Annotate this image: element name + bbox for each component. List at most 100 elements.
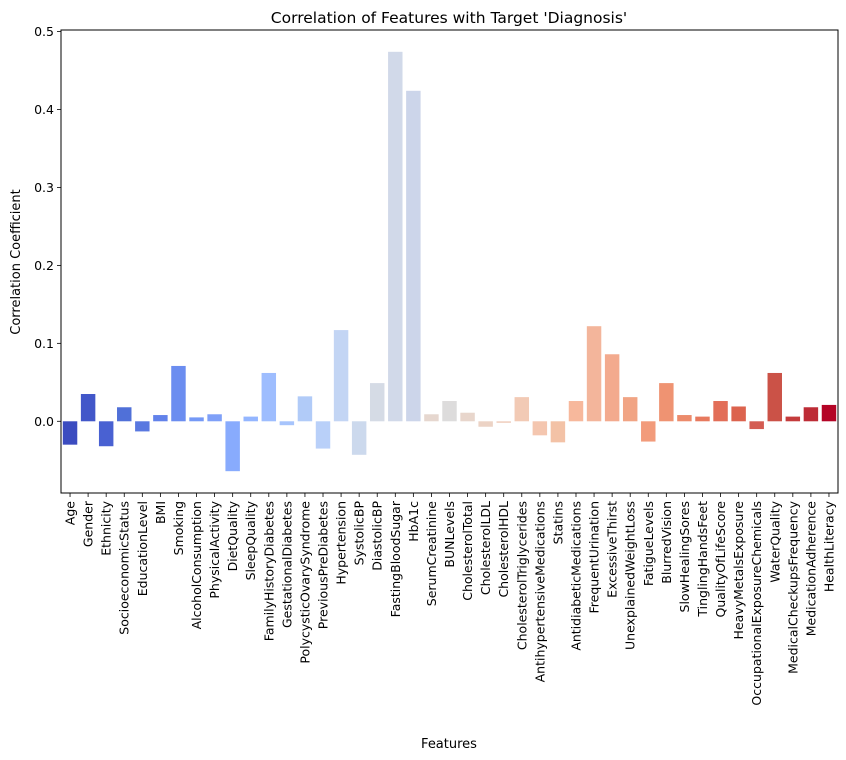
bar-MedicalCheckupsFrequency <box>785 416 801 422</box>
chart-title: Correlation of Features with Target 'Dia… <box>271 9 627 27</box>
x-tick-label: Hypertension <box>334 501 349 585</box>
bar-WaterQuality <box>767 372 782 422</box>
bar-MedicationAdherence <box>803 407 819 422</box>
bar-Gender <box>80 394 96 422</box>
bar-EducationLevel <box>135 421 150 432</box>
bar-ExcessiveThirst <box>604 354 620 422</box>
bar-FamilyHistoryDiabetes <box>261 372 277 422</box>
x-tick-label: SocioeconomicStatus <box>117 501 132 635</box>
x-tick-label: FastingBloodSugar <box>388 500 403 617</box>
bar-Hypertension <box>333 330 349 422</box>
bar-HbA1c <box>406 90 421 422</box>
bar-FatigueLevels <box>641 421 656 442</box>
bar-SystolicBP <box>351 421 367 455</box>
bar-Statins <box>550 421 566 443</box>
bar-CholesterolTotal <box>460 412 475 422</box>
bar-CholesterolTriglycerides <box>514 397 530 422</box>
bar-UnexplainedWeightLoss <box>622 397 638 422</box>
x-tick-label: GestationalDiabetes <box>279 501 294 628</box>
y-tick-label: 0.3 <box>34 180 54 195</box>
bar-BUNLevels <box>442 401 457 422</box>
y-tick-label: 0.1 <box>34 336 54 351</box>
x-tick-label: AntidiabeticMedications <box>568 501 583 651</box>
bar-HeavyMetalsExposure <box>731 406 746 422</box>
x-tick-label: EducationLevel <box>135 501 150 596</box>
bar-CholesterolLDL <box>478 421 493 427</box>
x-tick-label: Gender <box>81 500 96 547</box>
bar-SleepQuality <box>243 416 258 422</box>
bar-CholesterolHDL <box>496 421 511 423</box>
x-tick-label: TinglingHandsFeet <box>695 501 710 618</box>
x-tick-label: BMI <box>153 501 168 524</box>
x-tick-label: QualityOfLifeScore <box>713 501 728 618</box>
x-tick-label: FamilyHistoryDiabetes <box>261 501 276 641</box>
bar-AntihypertensiveMedications <box>532 421 548 436</box>
bar-AlcoholConsumption <box>189 417 204 422</box>
x-tick-label: HealthLiteracy <box>821 500 836 592</box>
bar-BMI <box>153 415 168 422</box>
x-tick-label: CholesterolHDL <box>496 501 511 598</box>
x-tick-label: OccupationalExposureChemicals <box>749 501 764 706</box>
x-tick-label: Age <box>63 501 78 525</box>
bar-SocioeconomicStatus <box>117 407 132 422</box>
x-tick-label: DietQuality <box>225 500 240 571</box>
bar-PhysicalActivity <box>207 414 222 422</box>
bar-DietQuality <box>225 421 240 472</box>
y-axis-label: Correlation Coefficient <box>9 189 24 335</box>
bar-FastingBloodSugar <box>388 51 403 422</box>
bar-Age <box>62 421 78 445</box>
x-tick-label: UnexplainedWeightLoss <box>623 501 638 650</box>
x-tick-label: Smoking <box>171 501 186 555</box>
y-axis-ticks: 0.0 0.1 0.2 0.3 0.4 0.5 <box>34 24 61 429</box>
x-tick-label: BUNLevels <box>442 501 457 568</box>
bar-HealthLiteracy <box>821 404 837 422</box>
x-tick-label: WaterQuality <box>767 500 782 582</box>
x-axis-label: Features <box>421 737 477 752</box>
bar-TinglingHandsFeet <box>695 416 710 422</box>
bar-Ethnicity <box>98 421 114 447</box>
bar-OccupationalExposureChemicals <box>749 421 764 430</box>
bar-BlurredVision <box>659 383 674 422</box>
x-tick-label: FrequentUrination <box>587 501 602 614</box>
x-tick-label: MedicationAdherence <box>803 501 818 637</box>
bar-SlowHealingSores <box>677 415 692 422</box>
x-tick-label: PolycysticOvarySyndrome <box>297 501 312 664</box>
bar-GestationalDiabetes <box>279 421 295 426</box>
x-tick-label: SystolicBP <box>352 501 367 566</box>
x-tick-label: MedicalCheckupsFrequency <box>785 500 800 674</box>
bar-PreviousPreDiabetes <box>315 421 331 449</box>
x-tick-label: SleepQuality <box>243 500 258 580</box>
bar-DiastolicBP <box>369 383 385 422</box>
bar-Smoking <box>171 365 186 422</box>
bar-QualityOfLifeScore <box>713 401 728 422</box>
bar-FrequentUrination <box>586 326 602 422</box>
x-tick-label: HbA1c <box>406 501 421 542</box>
x-axis-ticks: Age Gender Ethnicity SocioeconomicStatus Edu… <box>63 493 836 706</box>
y-tick-label: 0.4 <box>34 102 54 117</box>
x-tick-label: CholesterolTriglycerides <box>514 501 529 650</box>
x-tick-label: Ethnicity <box>99 500 114 555</box>
x-tick-label: DiastolicBP <box>370 501 385 571</box>
x-tick-label: AlcoholConsumption <box>189 501 204 629</box>
x-tick-label: FatigueLevels <box>641 501 656 586</box>
x-tick-label: HeavyMetalsExposure <box>731 501 746 640</box>
x-tick-label: PreviousPreDiabetes <box>316 501 331 629</box>
x-tick-label: CholesterolLDL <box>478 501 493 595</box>
x-tick-label: Statins <box>550 501 565 544</box>
x-tick-label: PhysicalActivity <box>207 500 222 598</box>
bar-SerumCreatinine <box>424 414 439 422</box>
x-tick-label: SlowHealingSores <box>677 501 692 612</box>
x-tick-label: ExcessiveThirst <box>605 501 620 598</box>
bars-group <box>62 51 837 472</box>
x-tick-label: SerumCreatinine <box>424 501 439 606</box>
y-tick-label: 0.5 <box>34 24 54 39</box>
y-tick-label: 0.0 <box>34 414 54 429</box>
x-tick-label: BlurredVision <box>659 501 674 584</box>
x-tick-label: AntihypertensiveMedications <box>532 501 547 682</box>
y-tick-label: 0.2 <box>34 258 54 273</box>
bar-AntidiabeticMedications <box>568 401 584 422</box>
bar-PolycysticOvarySyndrome <box>297 396 313 422</box>
x-tick-label: CholesterolTotal <box>460 501 475 601</box>
